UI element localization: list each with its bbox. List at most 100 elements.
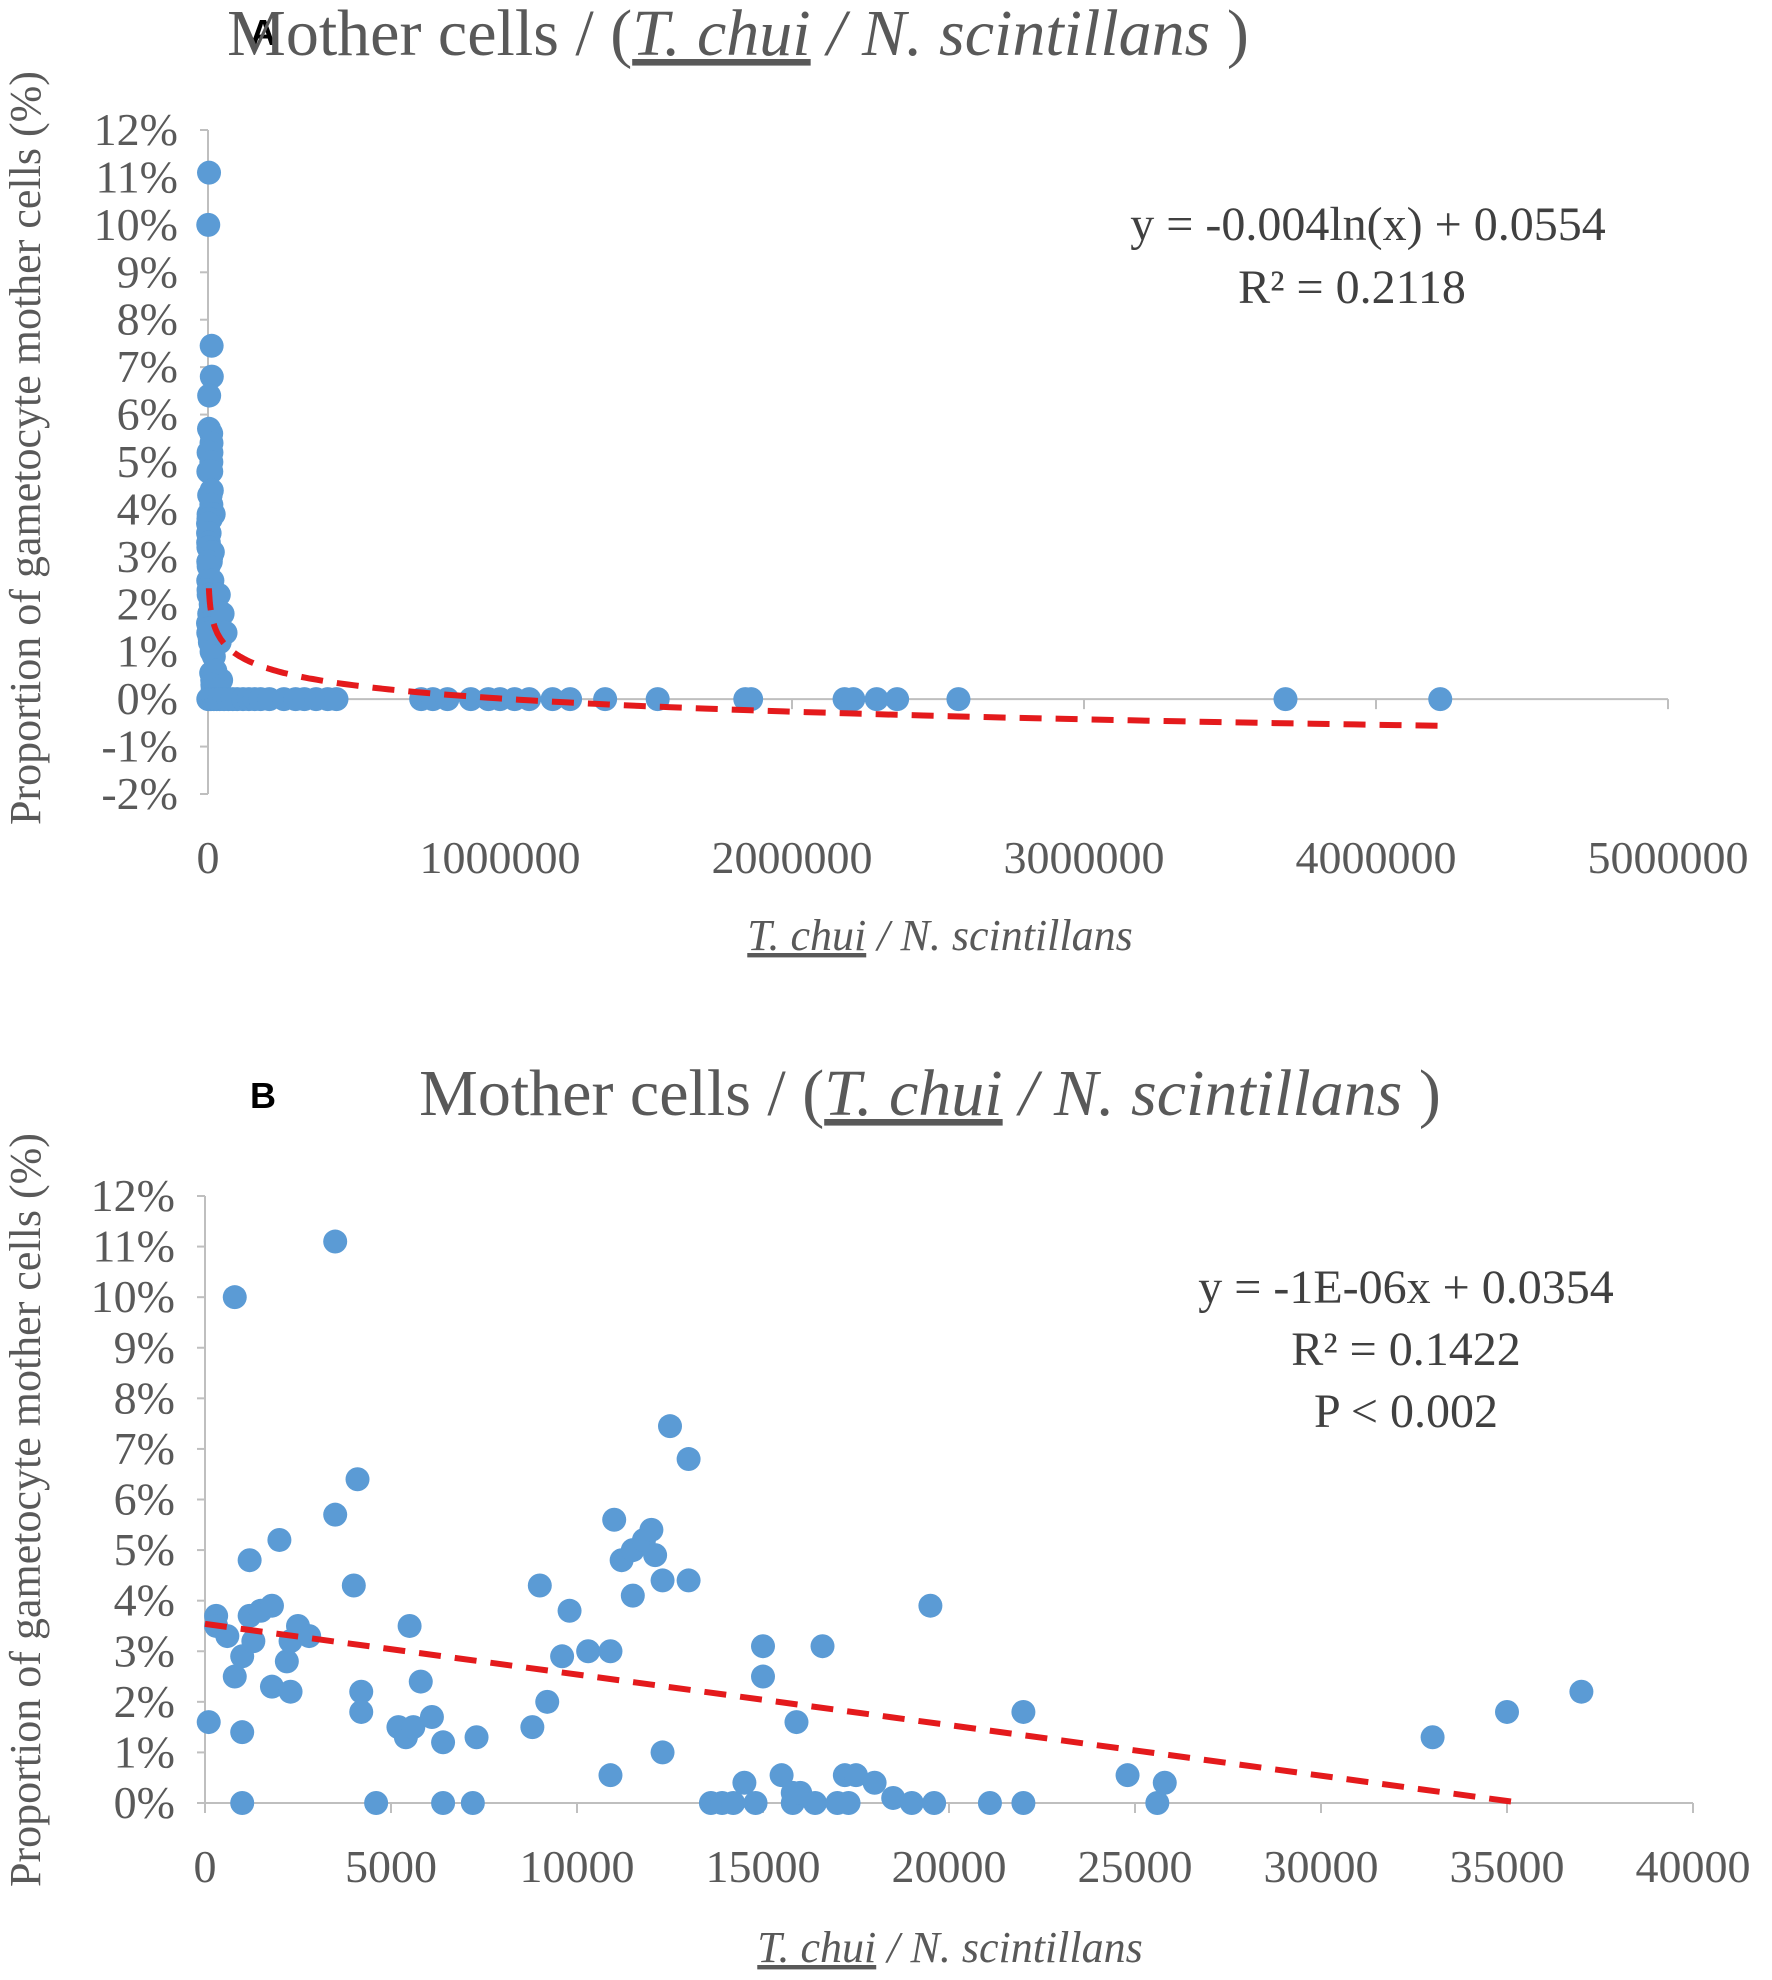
panel-a-ylabel: Proportion of gametocyte mother cells (%… <box>1 71 50 825</box>
panel-b-data-point <box>803 1791 828 1815</box>
panel-b-data-point <box>222 1285 247 1310</box>
panel-b-data-point <box>769 1763 794 1788</box>
panel-b-data-point <box>751 1664 775 1689</box>
panel-a-data-point <box>435 687 460 712</box>
panel-a-y-tick-label: 7% <box>117 341 178 392</box>
panel-b-equation: y = -1E-06x + 0.0354 <box>1198 1261 1613 1314</box>
panel-b-data-point <box>520 1715 545 1740</box>
panel-b-data-point <box>639 1517 664 1542</box>
panel-b-data-point <box>650 1568 675 1593</box>
panel-a-data-point <box>593 687 618 712</box>
panel-b-data-point <box>598 1763 623 1788</box>
panel-b-data-point <box>535 1689 560 1714</box>
panel-a-y-tick-label: 6% <box>117 389 178 440</box>
panel-b-data-point <box>464 1725 489 1750</box>
panel-a-r-squared: R² = 0.2118 <box>1238 261 1466 314</box>
panel-b-data-point <box>550 1644 575 1669</box>
panel-b-data-point <box>576 1639 601 1664</box>
panel-b-data-point <box>297 1624 322 1649</box>
panel-b-data-point <box>650 1740 675 1765</box>
panel-a-data-point <box>199 459 224 484</box>
panel-b-data-point <box>1011 1699 1036 1724</box>
panel-a-y-tick-label: 3% <box>117 531 178 582</box>
panel-b-data-point <box>1145 1791 1170 1815</box>
panel-b-data-point <box>751 1634 775 1659</box>
panel-a-x-tick-label: 4000000 <box>1296 832 1457 883</box>
panel-b-y-tick-label: 2% <box>114 1676 175 1727</box>
panel-a-y-tick-label: 1% <box>117 626 178 677</box>
panel-a-data-point <box>864 687 889 712</box>
panel-b-data-point <box>215 1624 240 1649</box>
panel-b-data-point <box>401 1715 426 1740</box>
panel-a-y-tick-label: 11% <box>95 151 178 202</box>
panel-b-data-point <box>230 1720 255 1745</box>
panel-b-x-tick-label: 25000 <box>1078 1841 1193 1892</box>
panel-b-y-tick-label: 8% <box>114 1372 175 1423</box>
panel-b-y-tick-label: 9% <box>114 1322 175 1373</box>
panel-b: B Mother cells / (T. chui / N. scintilla… <box>1 1057 1751 1972</box>
panel-b-y-tick-label: 4% <box>114 1575 175 1626</box>
panel-a-data-point <box>210 601 235 626</box>
panel-b-y-tick-label: 1% <box>114 1726 175 1777</box>
panel-a-x-tick-label: 2000000 <box>712 832 873 883</box>
panel-b-data-point <box>345 1467 370 1492</box>
panel-b-data-point <box>743 1791 768 1815</box>
panel-b-y-tick-label: 0% <box>114 1777 175 1828</box>
panel-b-data-point <box>527 1573 552 1598</box>
panel-a-data-point <box>196 212 221 237</box>
panel-b-data-point <box>676 1447 701 1472</box>
panel-b-data-point <box>557 1598 582 1623</box>
panel-b-y-tick-label: 5% <box>114 1524 175 1575</box>
panel-b-data-point <box>341 1573 366 1598</box>
panel-a-x-tick-label: 3000000 <box>1004 832 1165 883</box>
panel-a-y-tick-label: 4% <box>117 483 178 534</box>
panel-a-y-tick-label: 2% <box>117 578 178 629</box>
panel-b-data-point <box>431 1791 456 1815</box>
panel-a-y-tick-label: -1% <box>101 721 178 772</box>
panel-b-y-tick-label: 11% <box>92 1221 175 1272</box>
panel-b-data-point <box>676 1568 701 1593</box>
panel-b-data-point <box>658 1414 682 1439</box>
panel-a-y-tick-label: 5% <box>117 436 178 487</box>
panel-a-y-tick-label: 10% <box>94 199 178 250</box>
panel-a-data-point <box>1273 687 1298 712</box>
panel-b-x-tick-label: 10000 <box>520 1841 635 1892</box>
panel-a-x-tick-label: 1000000 <box>420 832 581 883</box>
panel-b-data-point <box>1495 1699 1519 1724</box>
panel-b-data-point <box>196 1710 221 1735</box>
panel-a-data-point <box>1428 687 1453 712</box>
panel-b-data-point <box>810 1634 835 1659</box>
panel-b-data-point <box>836 1791 861 1815</box>
panel-b-data-point <box>323 1229 348 1254</box>
panel-b-x-tick-label: 20000 <box>892 1841 1007 1892</box>
panel-b-x-tick-label: 35000 <box>1450 1841 1565 1892</box>
panel-b-x-tick-label: 5000 <box>345 1841 437 1892</box>
panel-b-data-point <box>349 1679 374 1704</box>
panel-a-x-tick-label: 5000000 <box>1588 832 1749 883</box>
panel-a-data-point <box>841 687 866 712</box>
panel-a-data-point <box>197 160 222 185</box>
panel-a-title: Mother cells / (T. chui / N. scintillans… <box>227 0 1249 70</box>
panel-b-x-tick-label: 0 <box>194 1841 217 1892</box>
panel-b-data-point <box>364 1791 389 1815</box>
panel-b-data-point <box>1115 1763 1140 1788</box>
panel-b-y-tick-label: 3% <box>114 1625 175 1676</box>
panel-b-data-point <box>267 1527 292 1552</box>
panel-a-data-point <box>199 364 224 389</box>
panel-a-data-point <box>946 687 971 712</box>
panel-b-data-point <box>419 1705 444 1730</box>
panel-b-data-point <box>397 1613 422 1638</box>
panel-a: A Mother cells / (T. chui / N. scintilla… <box>1 0 1749 960</box>
panel-b-y-tick-label: 6% <box>114 1474 175 1525</box>
panel-b-data-point <box>1011 1791 1036 1815</box>
panel-b-letter: B <box>250 1075 276 1116</box>
panel-a-equation: y = -0.004ln(x) + 0.0554 <box>1130 198 1605 251</box>
panel-b-data-point <box>259 1593 284 1618</box>
panel-b-data-point <box>602 1507 627 1532</box>
panel-b-data-point <box>222 1664 247 1689</box>
panel-b-data-point <box>460 1791 485 1815</box>
panel-b-data-point <box>241 1629 266 1654</box>
panel-b-trendline <box>204 1620 1523 1806</box>
panel-a-y-tick-label: 9% <box>117 246 178 297</box>
panel-b-data-point <box>349 1699 374 1724</box>
